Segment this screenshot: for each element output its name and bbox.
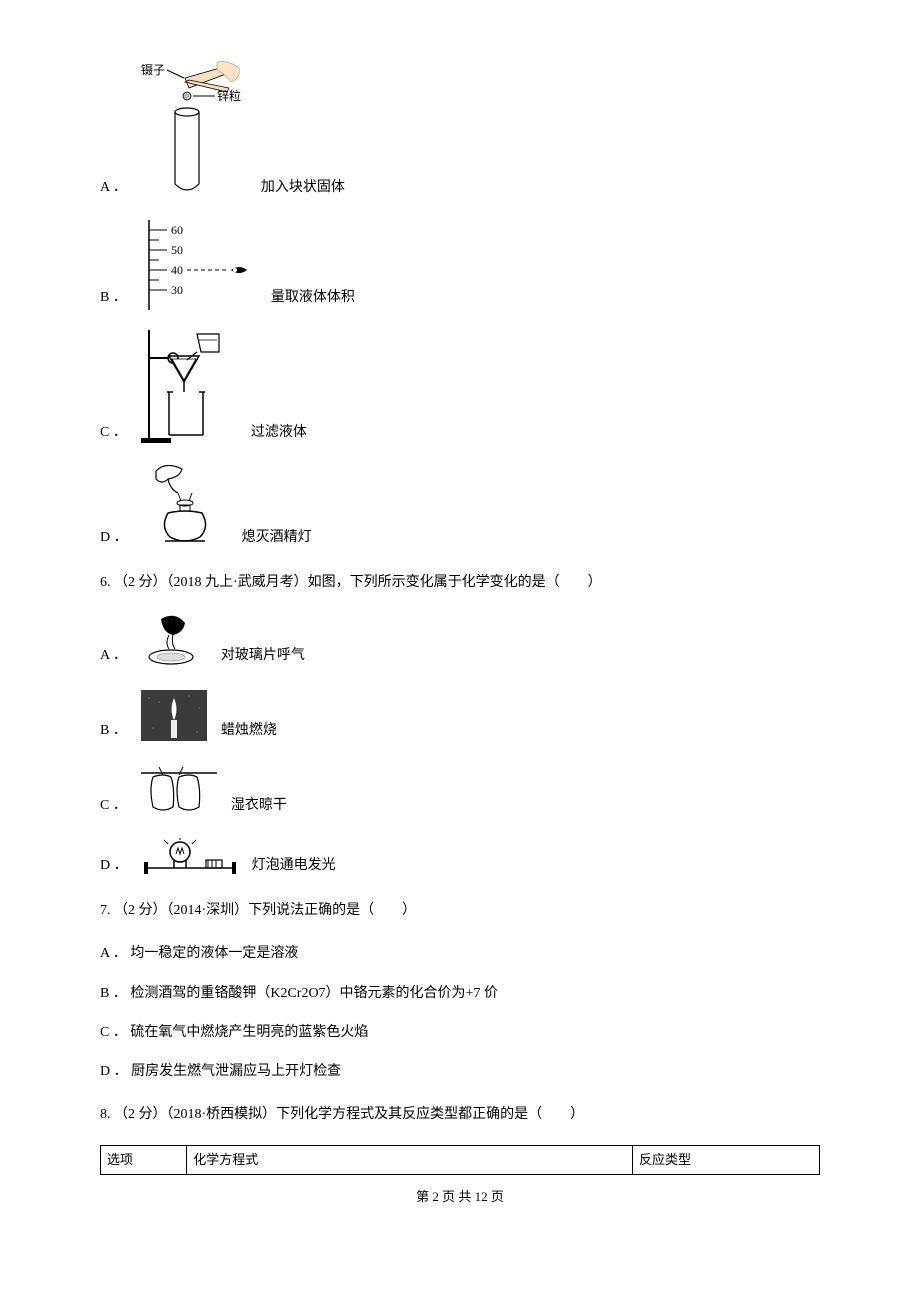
q5-option-a: A ． 镊子 锌粒 加入块状固体 [100, 60, 820, 200]
option-label: C ． [100, 420, 127, 445]
figure-extinguish-lamp [140, 465, 230, 550]
option-text: 加入块状固体 [261, 175, 345, 200]
option-text: 过滤液体 [251, 420, 307, 445]
figure-dry-clothes [139, 763, 219, 818]
option-text: 灯泡通电发光 [252, 853, 336, 878]
option-label: B ． [100, 285, 127, 310]
q6-option-d: D ． 灯泡通电发光 [100, 838, 820, 878]
q5-option-b: B ． 60 50 40 30 量取液体体积 [100, 220, 820, 310]
svg-text:30: 30 [171, 283, 183, 297]
option-label: D ． [100, 853, 128, 878]
q6-option-a: A ． 对玻璃片呼气 [100, 613, 820, 668]
option-text: 对玻璃片呼气 [221, 643, 305, 668]
figure-tweezers-tube: 镊子 锌粒 [139, 60, 249, 200]
q6-option-b: B ． 蜡烛燃烧 [100, 688, 820, 743]
option-text: 蜡烛燃烧 [221, 718, 277, 743]
page-footer: 第 2 页 共 12 页 [100, 1185, 820, 1208]
option-label: C ． [100, 793, 127, 818]
q6-option-c: C ． 湿衣晾干 [100, 763, 820, 818]
figure-candle-burn [139, 688, 209, 743]
q7-options: A ． 均一稳定的液体一定是溶液 B ． 检测酒驾的重铬酸钾（K2Cr2O7）中… [100, 941, 820, 1084]
option-label: A ． [100, 175, 127, 200]
option-text: 量取液体体积 [271, 285, 355, 310]
figure-filtration [139, 330, 239, 445]
figure-bulb-light [140, 838, 240, 878]
svg-text:60: 60 [171, 223, 183, 237]
option-label: A ． [100, 643, 127, 668]
q5-option-c: C ． 过滤液体 [100, 330, 820, 445]
col-option: 选项 [101, 1146, 187, 1174]
label-tweezers: 镊子 [141, 63, 165, 77]
figure-breathe-glass [139, 613, 209, 668]
figure-graduated-cylinder: 60 50 40 30 [139, 220, 259, 310]
q5-option-d: D ． 熄灭酒精灯 [100, 465, 820, 550]
option-label: B ． [100, 718, 127, 743]
q8-table: 选项 化学方程式 反应类型 [100, 1145, 820, 1174]
q7-option-c: C ． 硫在氧气中燃烧产生明亮的蓝紫色火焰 [100, 1020, 820, 1045]
option-label: D ． [100, 525, 128, 550]
svg-text:40: 40 [171, 263, 183, 277]
q7-option-d: D ． 厨房发生燃气泄漏应马上开灯检查 [100, 1059, 820, 1084]
col-type: 反应类型 [633, 1146, 820, 1174]
col-equation: 化学方程式 [187, 1146, 633, 1174]
q8-text: 8. （2 分）（2018·桥西模拟）下列化学方程式及其反应类型都正确的是（ ） [100, 1102, 820, 1127]
svg-text:50: 50 [171, 243, 183, 257]
table-row: 选项 化学方程式 反应类型 [101, 1146, 820, 1174]
option-text: 熄灭酒精灯 [242, 525, 312, 550]
q7-option-b: B ． 检测酒驾的重铬酸钾（K2Cr2O7）中铬元素的化合价为+7 价 [100, 981, 820, 1006]
q7-option-a: A ． 均一稳定的液体一定是溶液 [100, 941, 820, 966]
q6-text: 6. （2 分）（2018 九上·武威月考）如图，下列所示变化属于化学变化的是（… [100, 570, 820, 595]
option-text: 湿衣晾干 [231, 793, 287, 818]
label-zinc: 锌粒 [217, 88, 241, 103]
q7-text: 7. （2 分）（2014·深圳）下列说法正确的是（ ） [100, 898, 820, 923]
